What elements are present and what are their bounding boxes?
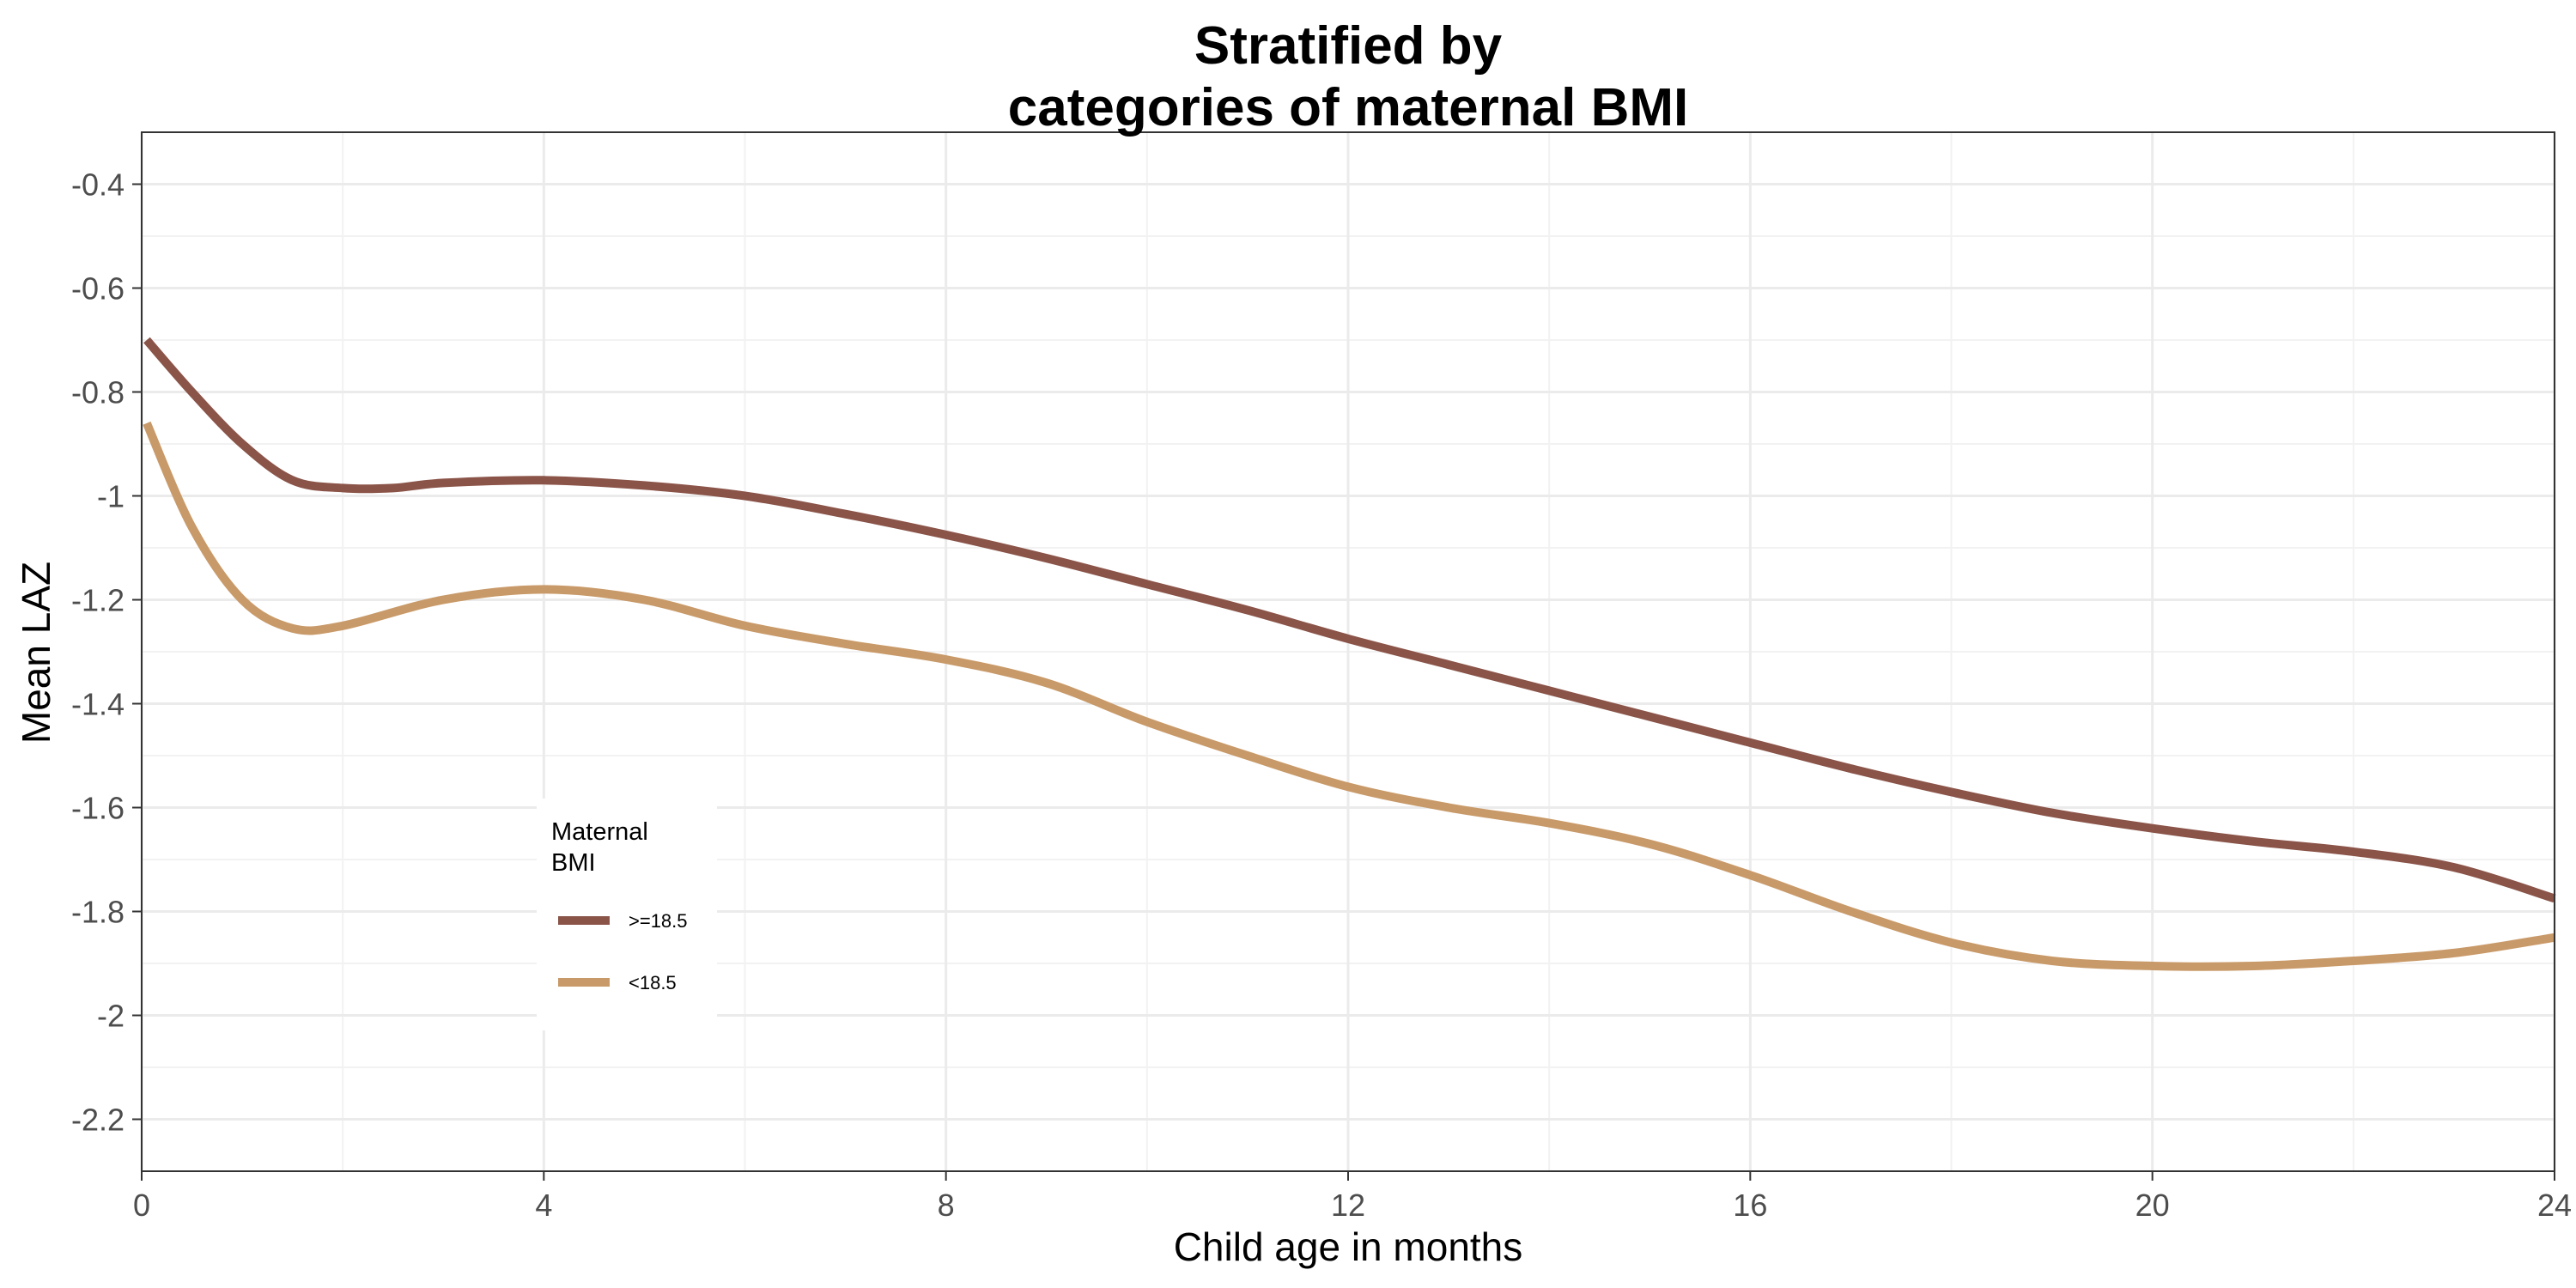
x-tick-label: 24 [2537, 1188, 2572, 1223]
legend-label-bmi-18-5-plus: >=18.5 [629, 910, 688, 932]
y-tick-label: -1.8 [71, 895, 125, 930]
chart-title-line-2: categories of maternal BMI [1008, 78, 1688, 137]
y-tick-label: -1.6 [71, 791, 125, 826]
series-line-bmi-18-5-plus [143, 337, 2556, 903]
y-tick-label: -0.4 [71, 167, 125, 203]
y-tick-label: -1.4 [71, 687, 125, 722]
x-tick-label: 0 [133, 1188, 150, 1223]
legend: Maternal BMI >=18.5 <18.5 [537, 799, 717, 1030]
y-tick-label: -2 [97, 999, 125, 1034]
x-axis-title: Child age in months [1174, 1224, 1523, 1269]
y-tick-label: -1 [97, 479, 125, 514]
legend-background [537, 799, 717, 1030]
x-tick-label: 20 [2136, 1188, 2170, 1223]
y-axis-title: Mean LAZ [14, 562, 58, 744]
series-lines [143, 337, 2556, 971]
y-tick-label: -2.2 [71, 1103, 125, 1138]
chart-title-line-1: Stratified by [1194, 16, 1503, 76]
y-tick-label: -1.2 [71, 583, 125, 618]
legend-label-bmi-under-18-5: <18.5 [629, 972, 677, 993]
x-tick-label: 4 [535, 1188, 552, 1223]
y-tick-label: -0.6 [71, 271, 125, 307]
y-tick-label: -0.8 [71, 375, 125, 410]
x-tick-label: 8 [938, 1188, 955, 1223]
legend-title-line-2: BMI [551, 849, 596, 877]
x-tick-label: 16 [1733, 1188, 1767, 1223]
legend-title-line-1: Maternal [551, 818, 648, 846]
y-axis: -0.4 -0.6 -0.8 -1 -1.2 -1.4 -1.6 -1.8 -2 -2.2 [71, 167, 142, 1138]
x-axis: 0 4 8 12 16 20 24 [133, 1171, 2572, 1223]
x-tick-label: 12 [1331, 1188, 1365, 1223]
series-line-bmi-under-18-5 [143, 421, 2555, 971]
